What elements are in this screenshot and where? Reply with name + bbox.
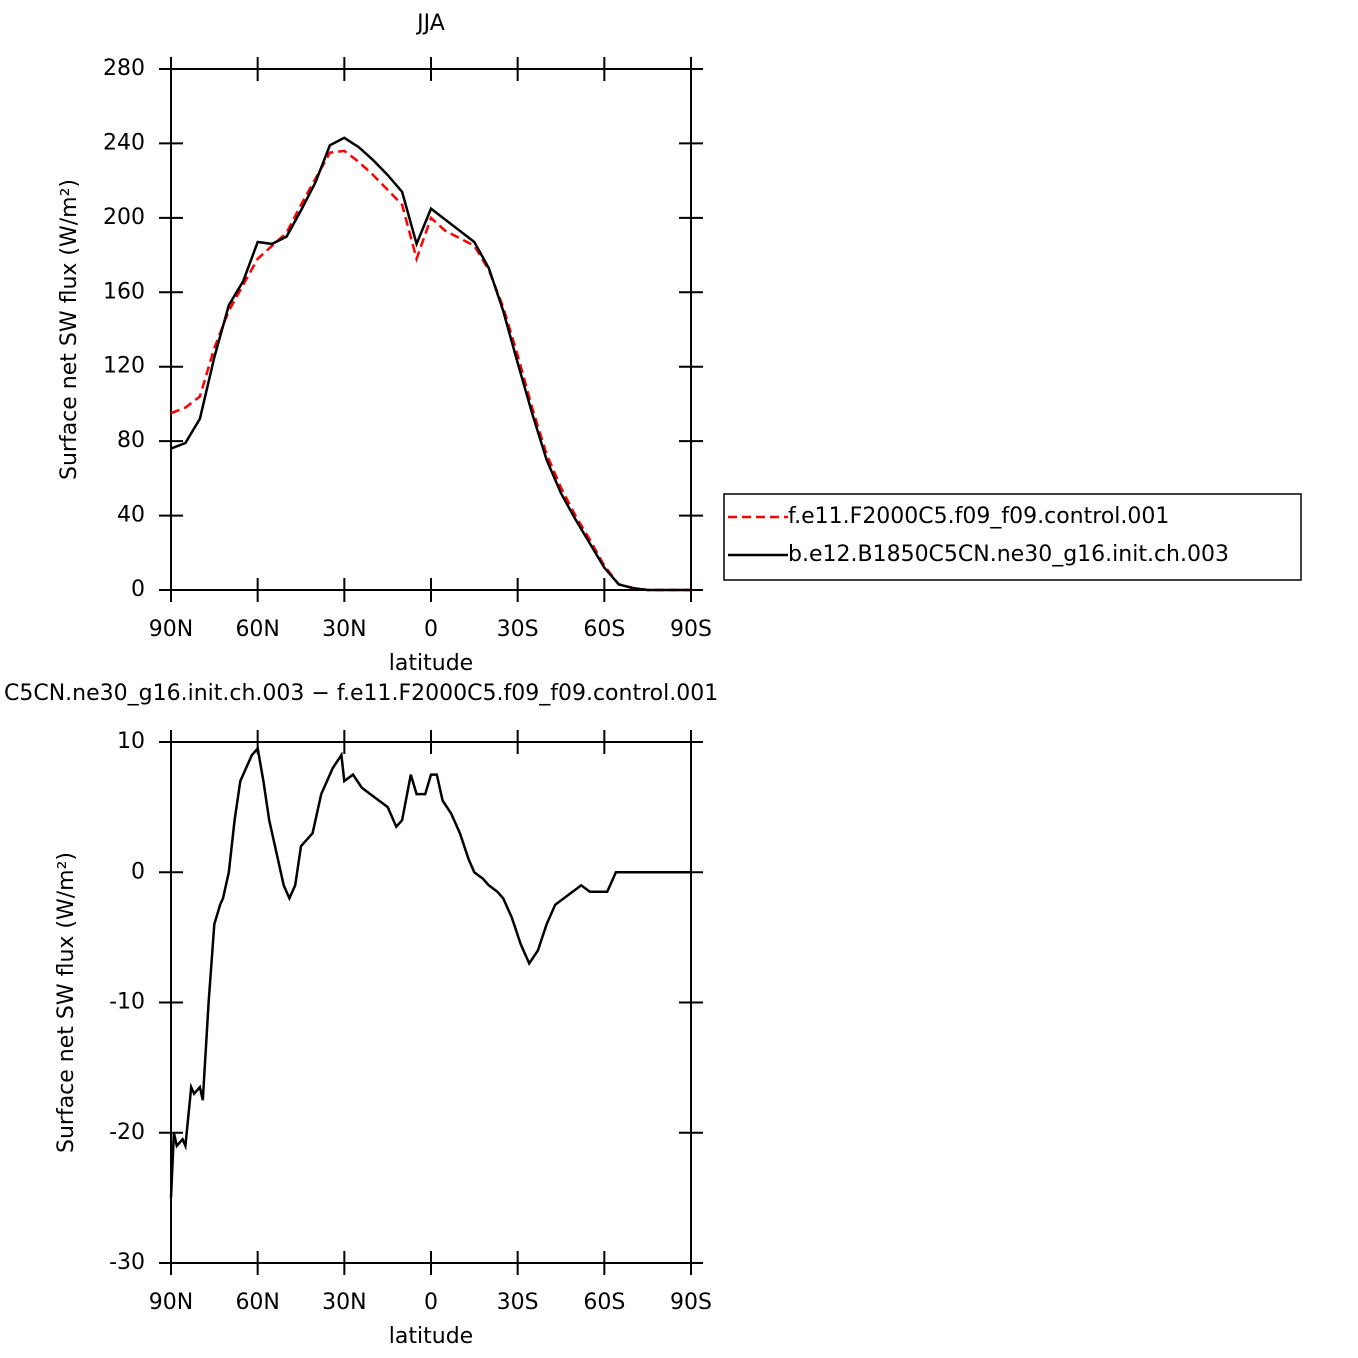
data-line (169, 745, 691, 1198)
y-tick-label: 280 (103, 56, 145, 81)
y-tick-label: 40 (117, 503, 145, 528)
y-tick-label: 120 (103, 354, 145, 379)
x-tick-label: 0 (424, 617, 438, 642)
x-tick-label: 60N (235, 617, 279, 642)
y-tick-label: 0 (131, 859, 145, 884)
x-tick-label: 30N (322, 617, 366, 642)
y-tick-label: 200 (103, 205, 145, 230)
y-tick-label: -30 (109, 1250, 145, 1275)
y-tick-label: 0 (131, 577, 145, 602)
data-line (170, 149, 691, 592)
y-tick-label: 10 (117, 729, 145, 754)
x-tick-label: 60S (583, 617, 625, 642)
x-tick-label: 60N (235, 1290, 279, 1315)
y-tick-label: -20 (109, 1120, 145, 1145)
x-axis-title: latitude (389, 1324, 473, 1349)
legend-box (723, 493, 1302, 581)
y-tick-label: 160 (103, 279, 145, 304)
x-tick-label: 90N (149, 617, 193, 642)
x-tick-label: 30S (497, 1290, 539, 1315)
y-axis-title: Surface net SW flux (W/m²) (57, 179, 82, 480)
plot-frame (170, 741, 692, 1264)
y-tick-label: 240 (103, 130, 145, 155)
data-line (170, 136, 691, 592)
x-axis-title: latitude (389, 651, 473, 676)
chart-title: JJA (415, 11, 445, 36)
x-tick-label: 0 (424, 1290, 438, 1315)
y-tick-label: -10 (109, 990, 145, 1015)
y-tick-label: 80 (117, 428, 145, 453)
legend-label: f.e11.F2000C5.f09_f09.control.001 (788, 504, 1169, 529)
chart-title: C5CN.ne30_g16.init.ch.003 − f.e11.F2000C… (4, 681, 718, 706)
plot-frame (170, 68, 692, 591)
x-tick-label: 90S (670, 1290, 712, 1315)
x-tick-label: 90N (149, 1290, 193, 1315)
x-tick-label: 90S (670, 617, 712, 642)
x-tick-label: 30S (497, 617, 539, 642)
y-axis-title: Surface net SW flux (W/m²) (54, 852, 79, 1153)
x-tick-label: 30N (322, 1290, 366, 1315)
legend-label: b.e12.B1850C5CN.ne30_g16.init.ch.003 (788, 542, 1229, 567)
x-tick-label: 60S (583, 1290, 625, 1315)
